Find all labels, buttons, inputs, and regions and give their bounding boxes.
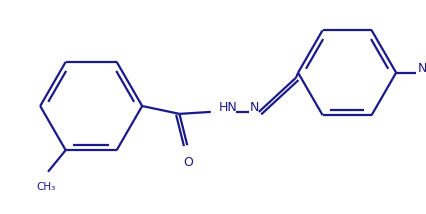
Text: CH₃: CH₃: [37, 181, 56, 192]
Text: O: O: [183, 156, 193, 169]
Text: HN: HN: [219, 101, 237, 114]
Text: N: N: [417, 62, 426, 75]
Text: N: N: [250, 101, 259, 114]
